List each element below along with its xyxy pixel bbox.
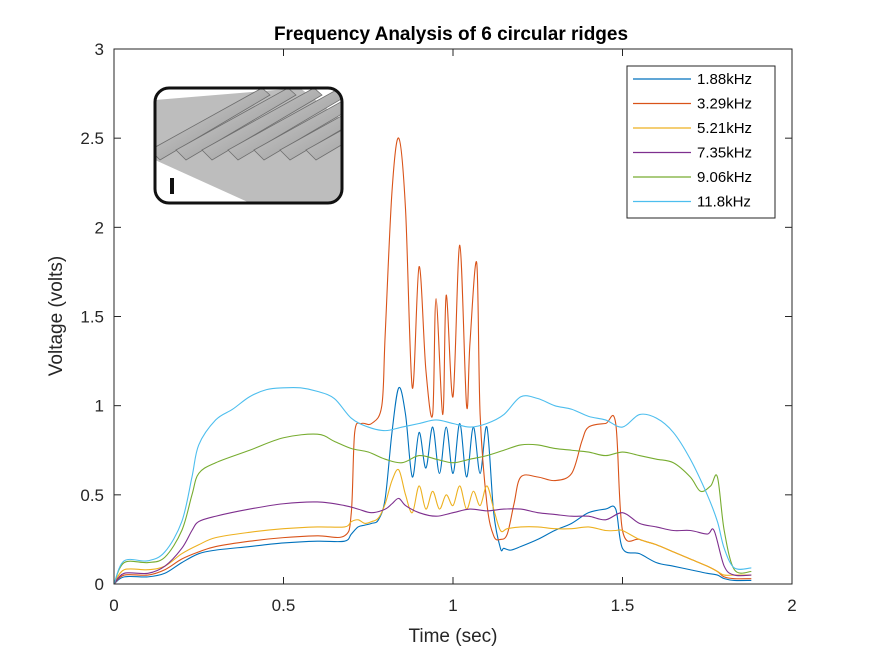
legend-label: 5.21kHz (697, 120, 752, 137)
chart-title: Frequency Analysis of 6 circular ridges (274, 24, 628, 45)
series-line-6 (113, 386, 752, 585)
y-tick-label: 2.5 (80, 129, 104, 148)
series-line-4 (113, 497, 752, 585)
legend: 1.88kHz 3.29kHz 5.21kHz 7.35kHz 9.06kHz 11.8k… (626, 65, 776, 219)
series-line-5 (113, 433, 752, 585)
y-tick-label: 2 (95, 218, 104, 237)
x-axis-label: Time (sec) (408, 626, 497, 647)
legend-label: 1.88kHz (697, 71, 752, 88)
x-tick-label: 0.5 (272, 596, 296, 615)
series-line-3 (113, 468, 752, 585)
y-tick-label: 1 (95, 397, 104, 416)
ridges-inset-image (153, 86, 344, 205)
y-tick-label: 1.5 (80, 308, 104, 327)
y-tick-label: 3 (95, 40, 104, 59)
y-tick-label: 0 (95, 575, 104, 594)
legend-label: 7.35kHz (697, 145, 752, 162)
legend-label: 3.29kHz (697, 96, 752, 113)
series-lines (113, 137, 752, 585)
y-tick-label: 0.5 (80, 486, 104, 505)
plot-frame (113, 48, 793, 585)
x-axis-ticks: 0 0.5 1 1.5 2 (109, 49, 797, 615)
series-line-1 (113, 386, 752, 585)
x-tick-label: 2 (787, 596, 796, 615)
scale-mark-icon (170, 178, 174, 194)
x-tick-label: 0 (109, 596, 118, 615)
legend-box (626, 65, 776, 219)
legend-label: 9.06kHz (697, 169, 752, 186)
legend-label: 11.8kHz (697, 194, 751, 211)
y-axis-label: Voltage (volts) (46, 256, 67, 376)
x-tick-label: 1.5 (611, 596, 635, 615)
x-tick-label: 1 (448, 596, 457, 615)
